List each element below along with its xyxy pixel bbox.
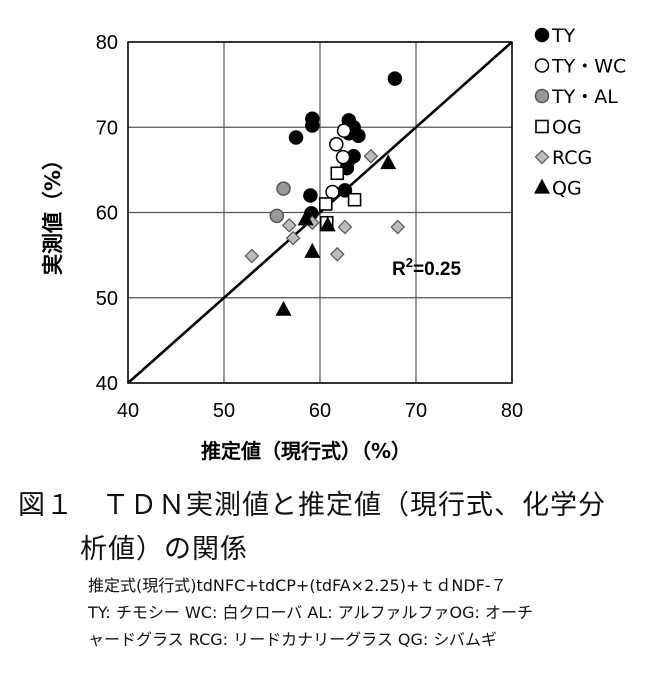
data-point-tywc <box>336 123 352 138</box>
legend-label-tyal: TY・AL <box>551 86 618 108</box>
y-tick-label: 80 <box>96 32 118 54</box>
figure-caption: 図１ ＴＤＮ実測値と推定値（現行式、化学分 析値）の関係 <box>18 484 638 572</box>
data-point-ty <box>305 118 320 133</box>
plot-area-border <box>127 41 513 384</box>
data-point-rcg <box>285 230 301 246</box>
caption-note-line3: ャードグラス RCG: リードカナリーグラス QG: シバムギ <box>88 630 497 649</box>
data-point-rcg <box>363 148 379 164</box>
legend-label-rcg: RCG <box>552 147 592 169</box>
data-point-qg <box>380 154 397 170</box>
data-point-tywc <box>325 184 340 200</box>
data-point-tyal <box>269 208 285 224</box>
data-point-og <box>330 166 345 181</box>
y-tick-label: 60 <box>96 203 118 225</box>
legend: TY TY・WC TY・AL OG RCG QG <box>533 25 626 200</box>
data-point-og <box>318 197 333 211</box>
y-axis-label: 実測値（%） <box>41 149 65 275</box>
data-point-rcg <box>337 219 353 235</box>
x-tick-label: 70 <box>405 400 427 422</box>
data-point-qg <box>319 216 336 232</box>
legend-marker-qg <box>533 178 551 194</box>
scatter-chart: 40 50 60 70 80 40 50 60 70 80 R2=0.25 実測値（%） 推定値（… <box>41 25 626 463</box>
x-tick-label: 60 <box>309 400 331 422</box>
data-point-qg <box>297 210 314 226</box>
data-point-ty <box>288 130 304 145</box>
data-point-qg <box>275 300 292 316</box>
y-tick-label: 70 <box>96 117 118 139</box>
caption-note-line1: 推定式(現行式)tdNFC+tdCP+(tdFA×2.25)+ｔｄNDF-７ <box>88 576 507 595</box>
reference-line <box>127 41 513 384</box>
data-point-ty <box>303 188 318 203</box>
x-tick-label: 50 <box>213 400 235 422</box>
x-tick-label: 40 <box>117 400 139 422</box>
x-axis-label: 推定値（現行式）（%） <box>201 439 411 463</box>
data-point-ty <box>351 128 366 144</box>
r-squared-annotation: R2=0.25 <box>392 255 461 280</box>
tick-labels: 40 50 60 70 80 40 50 60 70 80 <box>96 32 523 422</box>
caption-title-line2: 析値）の関係 <box>80 534 248 565</box>
y-tick-label: 50 <box>96 288 118 310</box>
caption-note-line2: TY: チモシー WC: 白クローバ AL: アルファルファOG: オーチ <box>88 603 534 622</box>
caption-title-line1: 図１ ＴＤＮ実測値と推定値（現行式、化学分 <box>18 490 606 521</box>
data-point-og <box>347 192 362 207</box>
data-point-ty <box>387 71 403 86</box>
data-point-rcg <box>329 246 345 262</box>
data-points <box>244 71 406 316</box>
x-tick-label: 80 <box>501 400 523 422</box>
data-point-tyal <box>276 181 291 196</box>
data-point-tywc <box>329 137 344 152</box>
legend-label-og: OG <box>552 117 582 139</box>
caption-notes: 推定式(現行式)tdNFC+tdCP+(tdFA×2.25)+ｔｄNDF-７ T… <box>88 572 638 653</box>
legend-label-ty: TY <box>551 25 576 47</box>
legend-marker-tywc <box>534 58 550 73</box>
legend-marker-rcg <box>534 149 550 165</box>
data-point-qg <box>304 242 321 258</box>
y-tick-label: 40 <box>96 373 118 395</box>
data-point-rcg <box>281 217 297 233</box>
legend-marker-ty <box>534 27 550 43</box>
data-point-rcg <box>390 219 406 235</box>
legend-label-tywc: TY・WC <box>551 56 626 78</box>
data-point-tywc <box>335 149 351 165</box>
legend-marker-og <box>535 119 549 134</box>
legend-marker-tyal <box>534 88 550 104</box>
data-point-rcg <box>244 248 260 264</box>
legend-label-qg: QG <box>552 178 582 200</box>
